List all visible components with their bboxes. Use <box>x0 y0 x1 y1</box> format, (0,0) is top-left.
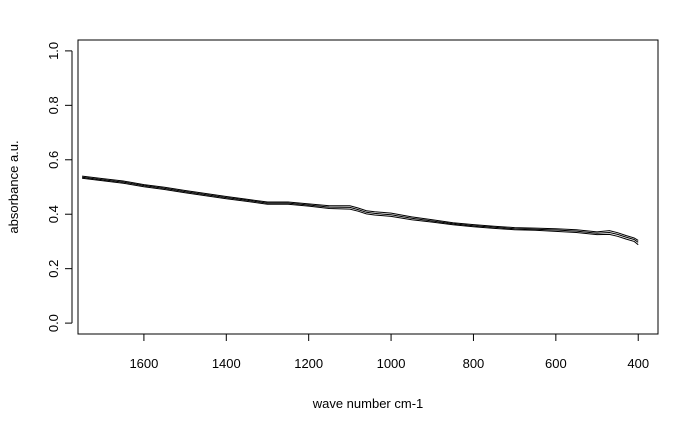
x-tick-label: 1200 <box>294 356 323 371</box>
y-axis-title: absorbance a.u. <box>6 140 21 233</box>
y-tick-label: 0.2 <box>46 260 61 278</box>
y-tick-label: 1.0 <box>46 42 61 60</box>
x-tick-label: 800 <box>463 356 485 371</box>
x-tick-label: 400 <box>627 356 649 371</box>
y-axis: 0.0 0.2 0.4 0.6 0.8 1.0 <box>46 42 73 332</box>
x-tick-label: 1400 <box>212 356 241 371</box>
y-tick-label: 0.6 <box>46 151 61 169</box>
series-layer <box>82 175 639 246</box>
y-tick-label: 0.4 <box>46 205 61 223</box>
y-tick-label: 0.0 <box>46 314 61 332</box>
spectrum-series-line-2 <box>82 176 639 243</box>
x-axis: 1600 1400 1200 1000 800 600 400 <box>129 334 649 371</box>
x-tick-label: 600 <box>545 356 567 371</box>
spectrum-series-line-1 <box>82 175 639 241</box>
x-tick-label: 1000 <box>377 356 406 371</box>
x-tick-label: 1600 <box>129 356 158 371</box>
plot-area-frame <box>77 39 659 335</box>
spectrum-series-line-3 <box>82 177 639 246</box>
y-tick-label: 0.8 <box>46 96 61 114</box>
x-axis-title: wave number cm-1 <box>312 396 424 411</box>
